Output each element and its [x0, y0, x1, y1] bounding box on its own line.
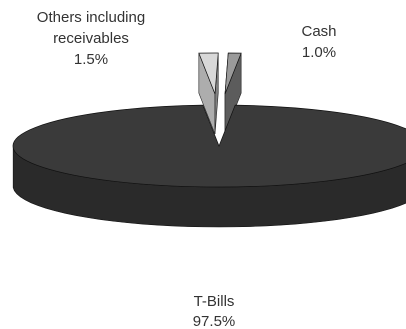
label-others-value: 1.5% — [74, 51, 108, 68]
label-cash-value: 1.0% — [302, 44, 336, 61]
pie-slices — [12, 52, 406, 188]
pie-slice-cash — [224, 52, 242, 95]
label-others-line2: receivables — [53, 30, 129, 47]
label-tbills: T-Bills 97.5% — [193, 293, 236, 329]
label-others: Others including receivables 1.5% — [37, 9, 145, 68]
label-others-line1: Others including — [37, 9, 145, 26]
label-tbills-value: 97.5% — [193, 313, 236, 329]
pie-slice-others-including-receivables — [198, 52, 219, 95]
label-cash-name: Cash — [301, 23, 336, 40]
label-cash: Cash 1.0% — [301, 23, 336, 61]
pie-slice-t-bills — [12, 104, 406, 188]
label-tbills-name: T-Bills — [194, 293, 235, 310]
